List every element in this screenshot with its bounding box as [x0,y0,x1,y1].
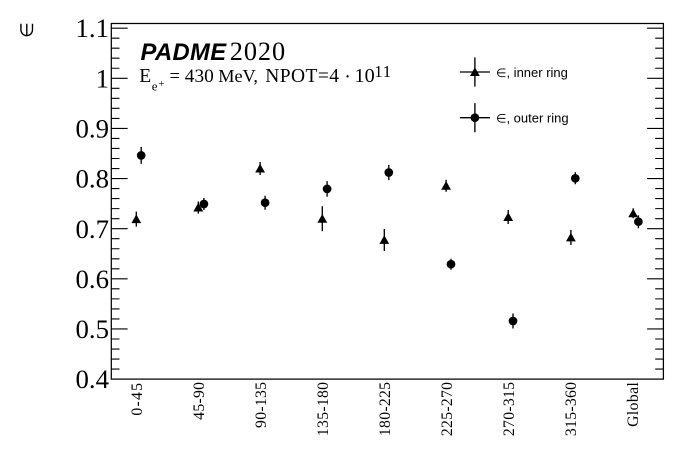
svg-text:NPOT=4: NPOT=4 [265,66,339,87]
svg-text:+: + [158,79,164,90]
svg-text:·: · [344,66,351,88]
svg-text:1: 1 [96,63,109,93]
svg-text:0.7: 0.7 [76,214,110,244]
svg-text:2020: 2020 [230,37,286,66]
svg-text:Global: Global [625,381,642,426]
svg-text:0.5: 0.5 [76,314,110,344]
svg-text:0.9: 0.9 [76,114,110,144]
svg-text:225-270: 225-270 [439,382,456,436]
svg-text:∈, inner ring: ∈, inner ring [496,65,568,80]
svg-text:MeV,: MeV, [218,66,258,86]
svg-text:0.4: 0.4 [76,364,110,394]
svg-text:430: 430 [185,66,214,87]
svg-text:10: 10 [355,65,375,87]
svg-text:PADME: PADME [141,39,228,66]
svg-text:180-225: 180-225 [377,382,394,436]
svg-text:0.6: 0.6 [76,264,110,294]
svg-text:270-315: 270-315 [501,382,518,436]
svg-text:135-180: 135-180 [315,382,332,436]
svg-text:0-45: 0-45 [129,382,146,416]
svg-text:1.1: 1.1 [76,13,110,43]
svg-text:45-90: 45-90 [191,382,208,420]
svg-text:=: = [170,67,180,87]
svg-text:∈, outer ring: ∈, outer ring [496,111,569,126]
svg-text:0.8: 0.8 [76,164,110,194]
svg-text:E: E [139,66,151,87]
svg-text:11: 11 [374,62,392,81]
svg-text:∈: ∈ [17,22,37,38]
svg-text:315-360: 315-360 [563,382,580,436]
svg-text:e: e [152,79,158,94]
svg-text:90-135: 90-135 [253,382,270,428]
